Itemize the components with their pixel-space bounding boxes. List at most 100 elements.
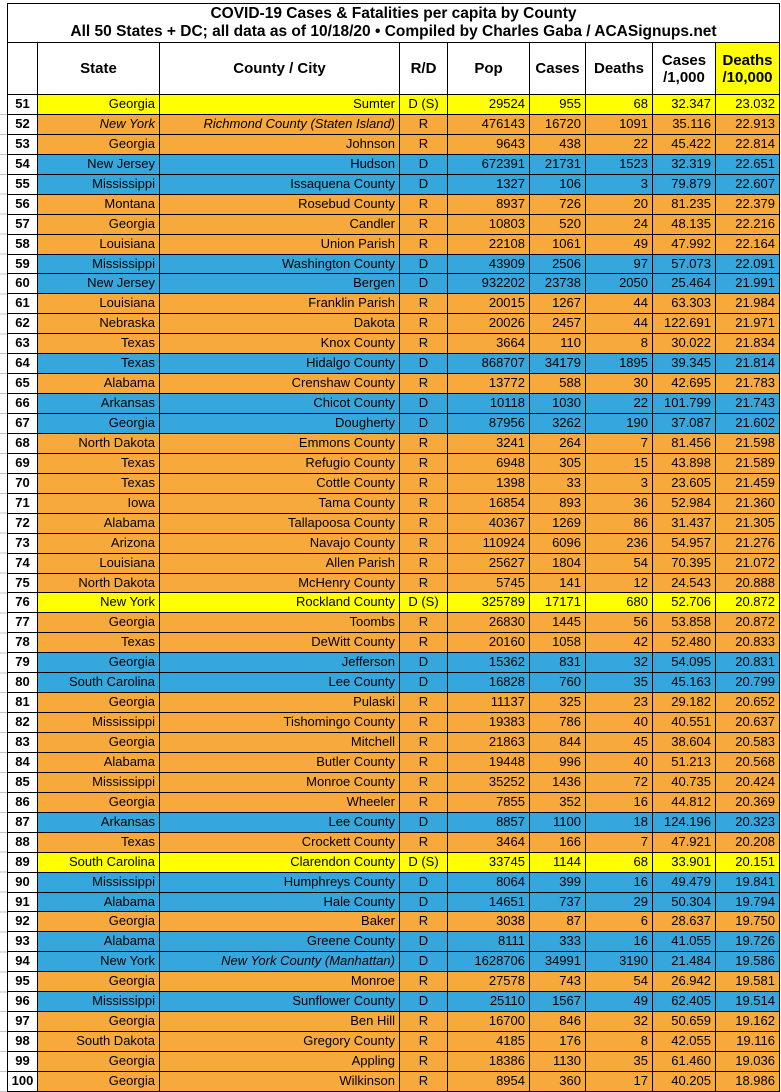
rank-cell: 53 xyxy=(7,134,38,155)
rank-cell: 80 xyxy=(7,673,38,694)
rank-cell: 99 xyxy=(7,1052,38,1072)
deaths-cell: 44 xyxy=(586,294,653,315)
county-cell: McHenry County xyxy=(160,573,400,594)
deaths-cell: 40 xyxy=(586,713,653,733)
col-header-cases-per-1000-line2: /1,000 xyxy=(663,68,705,86)
cases-cell: 3262 xyxy=(530,414,586,434)
deaths-per-10000-cell: 20.799 xyxy=(716,673,780,694)
pop-cell: 11137 xyxy=(448,693,530,714)
deaths-per-10000-cell: 20.833 xyxy=(716,633,780,654)
pop-cell: 21863 xyxy=(448,733,530,753)
state-cell: North Dakota xyxy=(38,433,160,454)
table-row: 71 Iowa Tama County R 16854 893 36 52.984 21.360 xyxy=(7,493,780,514)
deaths-cell: 3190 xyxy=(586,952,653,973)
deaths-per-10000-cell: 21.598 xyxy=(716,433,780,454)
county-cell: Hidalgo County xyxy=(160,354,400,375)
rank-cell: 76 xyxy=(7,593,38,614)
table-row: 95 Georgia Monroe R 27578 743 54 26.942 19.581 xyxy=(7,972,780,993)
pop-cell: 8111 xyxy=(448,932,530,953)
rd-cell: D xyxy=(400,274,448,295)
cases-cell: 520 xyxy=(530,214,586,235)
deaths-cell: 72 xyxy=(586,772,653,793)
table-row: 79 Georgia Jefferson D 15362 831 32 54.095 20.83… xyxy=(7,653,780,674)
deaths-cell: 17 xyxy=(586,1071,653,1092)
pop-cell: 8954 xyxy=(448,1071,530,1092)
rank-cell: 59 xyxy=(7,254,38,275)
rank-cell: 57 xyxy=(7,214,38,235)
state-cell: Alabama xyxy=(38,932,160,953)
deaths-per-10000-cell: 18.986 xyxy=(716,1071,780,1092)
deaths-per-10000-cell: 19.116 xyxy=(716,1032,780,1052)
state-cell: Louisiana xyxy=(38,553,160,574)
county-cell: Issaquena County xyxy=(160,174,400,195)
deaths-cell: 54 xyxy=(586,972,653,993)
col-header-cases: Cases xyxy=(530,43,586,95)
deaths-cell: 680 xyxy=(586,593,653,614)
deaths-cell: 86 xyxy=(586,513,653,534)
table-row: 86 Georgia Wheeler R 7855 352 16 44.812 20.369 xyxy=(7,792,780,813)
cases-per-1000-cell: 101.799 xyxy=(653,394,716,414)
cases-per-1000-cell: 35.116 xyxy=(653,114,716,135)
rd-cell: D xyxy=(400,812,448,833)
county-cell: Washington County xyxy=(160,254,400,275)
rd-cell: R xyxy=(400,1052,448,1072)
county-cell: Candler xyxy=(160,214,400,235)
county-cell: Ben Hill xyxy=(160,1012,400,1033)
rank-cell: 74 xyxy=(7,553,38,574)
county-cell: Hudson xyxy=(160,154,400,175)
county-cell: Sunflower County xyxy=(160,992,400,1013)
rd-cell: D xyxy=(400,414,448,434)
rank-cell: 77 xyxy=(7,613,38,634)
col-header-deaths: Deaths xyxy=(586,43,653,95)
deaths-cell: 3 xyxy=(586,473,653,494)
deaths-per-10000-cell: 20.369 xyxy=(716,792,780,813)
deaths-cell: 49 xyxy=(586,234,653,255)
rank-cell: 68 xyxy=(7,433,38,454)
rank-cell: 86 xyxy=(7,792,38,813)
state-cell: Georgia xyxy=(38,134,160,155)
deaths-cell: 49 xyxy=(586,992,653,1013)
deaths-per-10000-cell: 21.459 xyxy=(716,473,780,494)
pop-cell: 9643 xyxy=(448,134,530,155)
rank-cell: 73 xyxy=(7,533,38,554)
deaths-cell: 68 xyxy=(586,95,653,115)
cases-per-1000-cell: 53.858 xyxy=(653,613,716,634)
rank-cell: 58 xyxy=(7,234,38,255)
col-header-pop: Pop xyxy=(448,43,530,95)
cases-per-1000-cell: 81.456 xyxy=(653,433,716,454)
deaths-per-10000-cell: 20.568 xyxy=(716,752,780,773)
rd-cell: D xyxy=(400,174,448,195)
county-cell: Rosebud County xyxy=(160,194,400,215)
cases-per-1000-cell: 47.992 xyxy=(653,234,716,255)
deaths-cell: 1091 xyxy=(586,114,653,135)
cases-cell: 1804 xyxy=(530,553,586,574)
table-row: 97 Georgia Ben Hill R 16700 846 32 50.659 19.162 xyxy=(7,1012,780,1033)
table-row: 99 Georgia Appling R 18386 1130 35 61.460 19.036 xyxy=(7,1052,780,1072)
col-header-rd: R/D xyxy=(400,43,448,95)
deaths-cell: 44 xyxy=(586,314,653,335)
deaths-per-10000-cell: 23.032 xyxy=(716,95,780,115)
rank-cell: 96 xyxy=(7,992,38,1013)
county-cell: Gregory County xyxy=(160,1032,400,1052)
pop-cell: 22108 xyxy=(448,234,530,255)
deaths-cell: 32 xyxy=(586,1012,653,1033)
county-cell: Navajo County xyxy=(160,533,400,554)
deaths-cell: 68 xyxy=(586,852,653,873)
cases-per-1000-cell: 45.422 xyxy=(653,134,716,155)
rd-cell: D (S) xyxy=(400,593,448,614)
pop-cell: 43909 xyxy=(448,254,530,275)
rank-cell: 94 xyxy=(7,952,38,973)
pop-cell: 16700 xyxy=(448,1012,530,1033)
deaths-per-10000-cell: 19.581 xyxy=(716,972,780,993)
cases-cell: 743 xyxy=(530,972,586,993)
cases-cell: 1567 xyxy=(530,992,586,1013)
deaths-cell: 12 xyxy=(586,573,653,594)
cases-cell: 325 xyxy=(530,693,586,714)
state-cell: New York xyxy=(38,952,160,973)
pop-cell: 25110 xyxy=(448,992,530,1013)
rank-cell: 66 xyxy=(7,394,38,414)
deaths-cell: 22 xyxy=(586,394,653,414)
pop-cell: 8064 xyxy=(448,872,530,893)
county-cell: Toombs xyxy=(160,613,400,634)
